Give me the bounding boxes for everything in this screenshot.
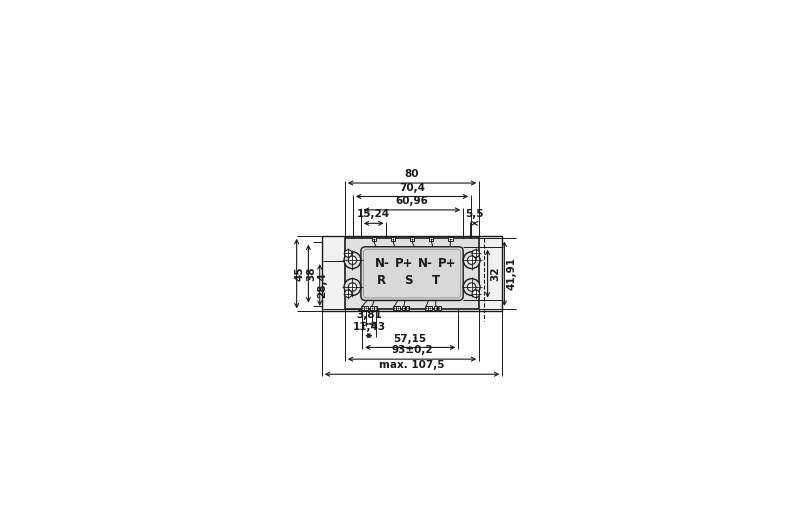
- Text: 60,96: 60,96: [395, 196, 428, 206]
- Text: P+: P+: [394, 257, 413, 270]
- Circle shape: [471, 290, 479, 298]
- Text: 32: 32: [489, 266, 499, 281]
- Text: 70,4: 70,4: [398, 183, 425, 193]
- Circle shape: [471, 250, 479, 257]
- Bar: [434, 306, 437, 310]
- Bar: [402, 306, 405, 310]
- Bar: [438, 306, 441, 310]
- Bar: [448, 237, 452, 241]
- Circle shape: [348, 256, 357, 264]
- Text: max. 107,5: max. 107,5: [379, 360, 444, 371]
- Text: P+: P+: [438, 257, 456, 270]
- FancyBboxPatch shape: [363, 250, 460, 298]
- Text: 3,81: 3,81: [356, 310, 381, 320]
- Bar: [373, 306, 377, 310]
- Text: 41,91: 41,91: [506, 257, 516, 290]
- Circle shape: [467, 256, 475, 264]
- FancyBboxPatch shape: [361, 247, 463, 301]
- Bar: [364, 306, 367, 310]
- Circle shape: [344, 250, 352, 257]
- Bar: [410, 237, 414, 241]
- Text: 45: 45: [294, 266, 304, 281]
- Circle shape: [344, 279, 361, 295]
- Bar: [392, 306, 395, 310]
- Text: N-: N-: [418, 257, 432, 270]
- Circle shape: [467, 283, 475, 291]
- Bar: [390, 237, 394, 241]
- Circle shape: [463, 279, 479, 295]
- Bar: [406, 306, 409, 310]
- Text: 38: 38: [306, 266, 316, 281]
- Circle shape: [344, 252, 361, 269]
- Bar: [428, 306, 431, 310]
- Bar: [369, 306, 373, 310]
- Text: R: R: [377, 274, 386, 287]
- Bar: [360, 306, 364, 310]
- Bar: [396, 306, 399, 310]
- Text: 5,5: 5,5: [465, 209, 483, 219]
- Text: 80: 80: [404, 169, 419, 179]
- Text: 57,15: 57,15: [393, 334, 426, 343]
- Text: 28,4: 28,4: [317, 272, 327, 298]
- Bar: [344, 239, 479, 309]
- Text: 93±0,2: 93±0,2: [391, 346, 432, 355]
- Text: 11,43: 11,43: [352, 322, 385, 332]
- Text: S: S: [404, 274, 413, 287]
- Bar: [429, 237, 433, 241]
- Text: T: T: [431, 274, 439, 287]
- Circle shape: [344, 290, 352, 298]
- Text: N-: N-: [374, 257, 389, 270]
- Bar: [424, 306, 427, 310]
- Bar: [321, 236, 502, 312]
- Bar: [371, 237, 375, 241]
- Text: 15,24: 15,24: [357, 209, 389, 219]
- Circle shape: [463, 252, 479, 269]
- Circle shape: [348, 283, 357, 291]
